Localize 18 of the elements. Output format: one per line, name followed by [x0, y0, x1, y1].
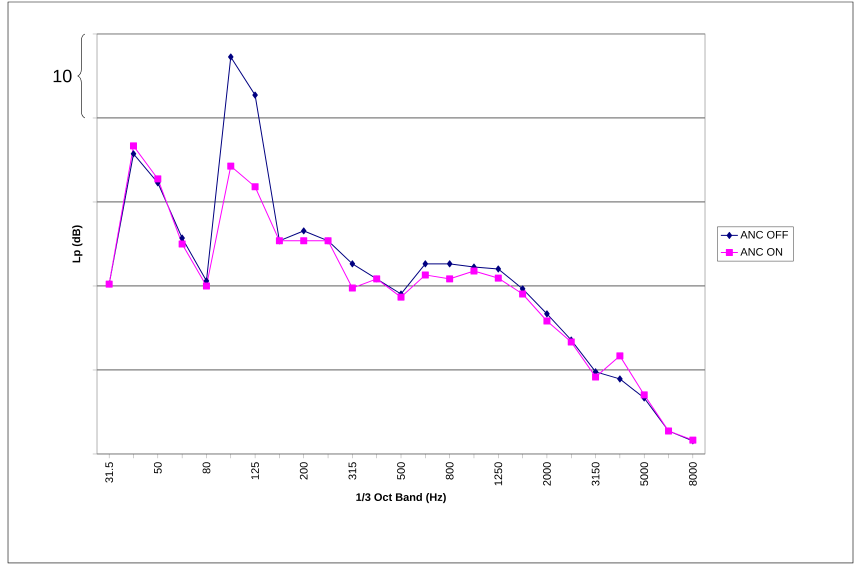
x-axis-title: 1/3 Oct Band (Hz)	[356, 492, 446, 504]
x-tick-label: 50	[154, 462, 162, 474]
x-tick-label: 1250	[494, 462, 502, 486]
x-tick-label: 3150	[592, 462, 600, 486]
text: 10	[54, 70, 72, 82]
x-tick-label: 500	[397, 462, 405, 480]
x-tick-label: 80	[202, 462, 210, 474]
x-tick-label: 8000	[688, 462, 697, 486]
legend-label: ANC ON	[740, 248, 782, 256]
x-tick-label: 2000	[543, 462, 551, 486]
x-tick-label: 5000	[640, 462, 648, 486]
x-tick-label: 125	[251, 462, 259, 480]
x-tick-label: 315	[348, 462, 356, 480]
x-tick-label: 200	[300, 462, 308, 480]
x-tick-label: 800	[446, 462, 454, 480]
legend-label: ANC OFF	[740, 230, 788, 239]
x-tick-label: 31.5	[105, 462, 114, 483]
y-axis-title: Lp (dB)	[72, 225, 82, 262]
